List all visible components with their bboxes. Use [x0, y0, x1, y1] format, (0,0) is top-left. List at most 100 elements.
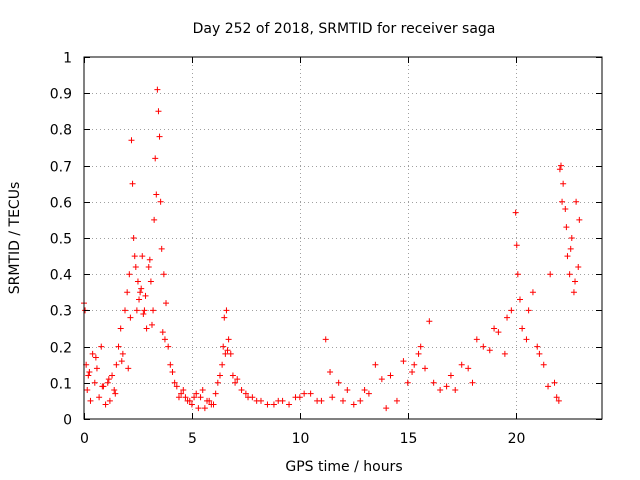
data-point: [322, 336, 329, 343]
data-point: [129, 180, 136, 187]
data-point: [150, 307, 157, 314]
x-tick-label: 0: [80, 431, 89, 447]
data-point: [147, 278, 154, 285]
data-point: [567, 245, 574, 252]
data-point: [145, 263, 152, 270]
data-point: [525, 307, 532, 314]
data-point: [106, 397, 113, 404]
data-point: [555, 397, 562, 404]
data-point: [557, 162, 564, 169]
data-point: [301, 390, 308, 397]
data-point: [227, 350, 234, 357]
y-tick-label: 0.9: [50, 87, 72, 103]
data-point: [575, 263, 582, 270]
x-tick-label: 20: [508, 431, 526, 447]
y-tick-label: 0.1: [50, 377, 72, 393]
data-point: [208, 401, 215, 408]
y-tick-label: 0.4: [50, 268, 72, 284]
data-point: [327, 368, 334, 375]
data-point: [152, 155, 159, 162]
data-point: [560, 180, 567, 187]
data-point: [115, 343, 122, 350]
data-point: [109, 372, 116, 379]
data-point: [504, 314, 511, 321]
data-point: [430, 379, 437, 386]
data-point: [422, 365, 429, 372]
data-point: [365, 390, 372, 397]
data-point: [173, 383, 180, 390]
data-point: [131, 253, 138, 260]
data-point: [286, 401, 293, 408]
data-point: [199, 387, 206, 394]
data-point: [220, 343, 227, 350]
data-point: [491, 325, 498, 332]
data-point: [553, 394, 560, 401]
data-point: [163, 300, 170, 307]
data-point: [216, 372, 223, 379]
data-point: [148, 321, 155, 328]
data-point: [99, 383, 106, 390]
data-point: [92, 354, 99, 361]
data-point: [519, 325, 526, 332]
data-point: [540, 361, 547, 368]
data-point: [292, 394, 299, 401]
y-tick-label: 0.8: [50, 123, 72, 139]
data-point: [335, 379, 342, 386]
y-tick-label: 0.3: [50, 304, 72, 320]
data-point: [224, 347, 231, 354]
data-point: [411, 361, 418, 368]
data-point: [523, 336, 530, 343]
data-point: [572, 278, 579, 285]
data-point: [156, 133, 163, 140]
y-axis-label: SRMTID / TECUs: [7, 182, 23, 295]
data-point: [93, 365, 100, 372]
data-point: [154, 86, 161, 93]
data-point: [556, 166, 563, 173]
data-point: [159, 329, 166, 336]
data-point: [104, 379, 111, 386]
data-point: [563, 224, 570, 231]
data-point: [361, 387, 368, 394]
data-point: [201, 405, 208, 412]
data-point: [134, 278, 141, 285]
data-point: [452, 387, 459, 394]
data-point: [529, 289, 536, 296]
data-point: [98, 343, 105, 350]
data-point: [119, 350, 126, 357]
data-point: [501, 350, 508, 357]
chart-title: Day 252 of 2018, SRMTID for receiver sag…: [193, 21, 496, 37]
y-tick-label: 0.7: [50, 160, 72, 176]
data-point: [89, 350, 96, 357]
data-point: [130, 235, 137, 241]
x-tick-label: 10: [292, 431, 310, 447]
data-point: [551, 379, 558, 386]
data-point: [127, 314, 134, 321]
data-point: [158, 245, 165, 252]
data-point: [171, 379, 178, 386]
data-point: [513, 242, 520, 249]
data-point: [175, 394, 182, 401]
data-point: [204, 397, 211, 404]
data-point: [238, 387, 245, 394]
data-point: [340, 397, 346, 404]
data-point: [155, 108, 162, 115]
data-point: [139, 253, 146, 260]
data-point: [264, 401, 271, 408]
data-point: [465, 365, 472, 372]
data-point: [191, 394, 198, 401]
data-point: [279, 397, 286, 404]
data-point: [105, 376, 112, 383]
data-point: [141, 307, 148, 314]
data-point: [111, 387, 118, 394]
data-point: [576, 216, 583, 223]
data-point: [545, 383, 552, 390]
data-point: [400, 358, 407, 365]
data-point: [195, 405, 202, 412]
data-point: [415, 350, 422, 357]
data-point: [223, 307, 230, 314]
data-point: [137, 289, 144, 296]
data-point: [234, 376, 241, 383]
data-point: [180, 387, 187, 394]
data-point: [570, 289, 577, 296]
data-point: [426, 318, 433, 325]
